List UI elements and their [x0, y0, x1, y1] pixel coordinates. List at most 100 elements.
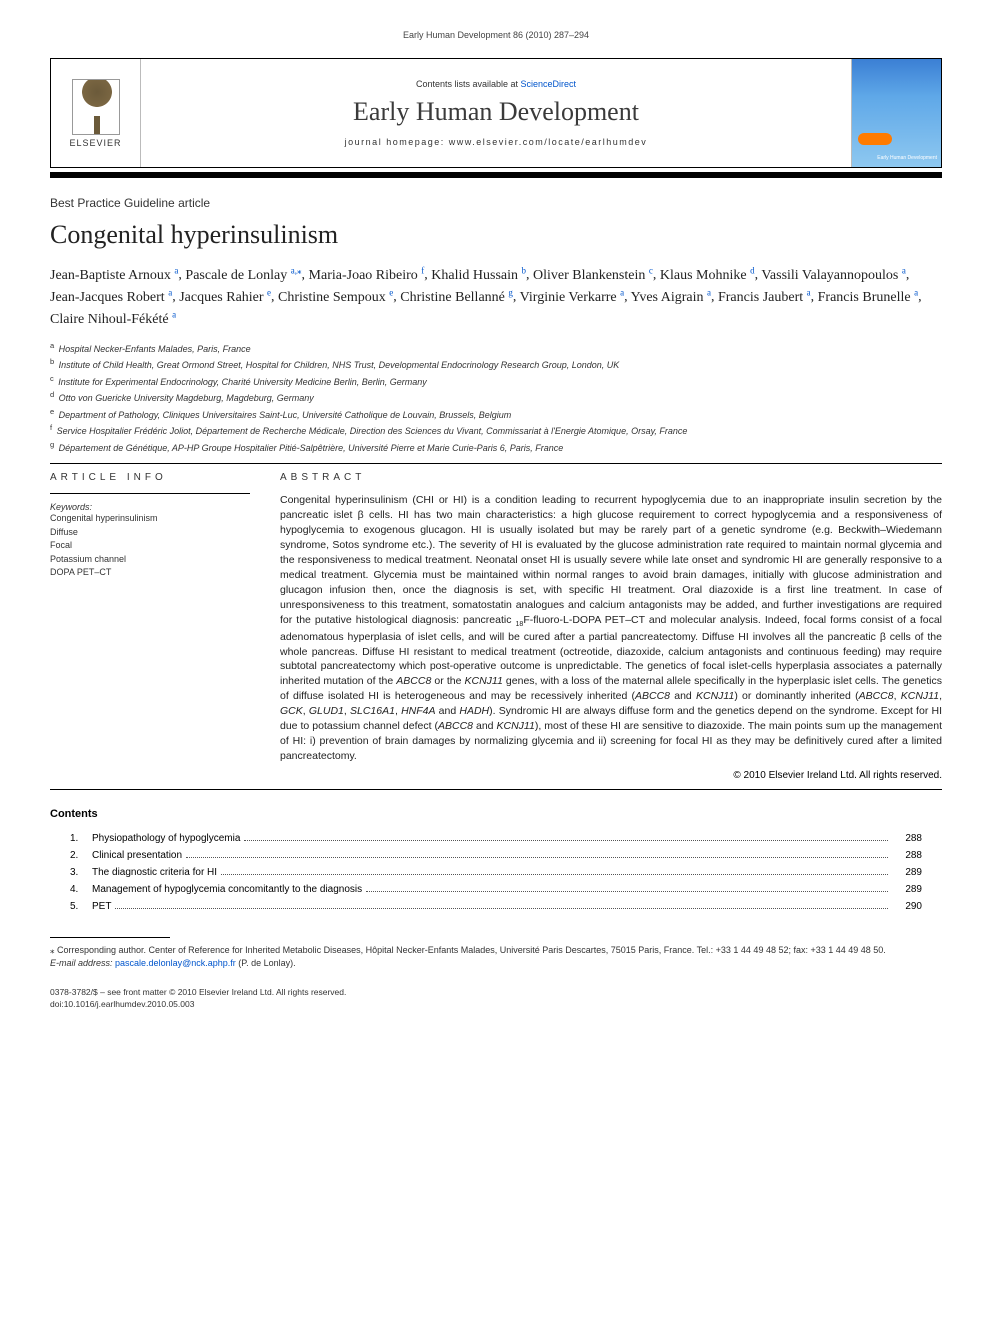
author: Yves Aigrain a	[631, 290, 711, 305]
affiliation-key: a	[50, 341, 54, 350]
keywords-label: Keywords:	[50, 502, 250, 512]
affiliation-key: g	[50, 440, 54, 449]
cover-label: Early Human Development	[856, 155, 937, 161]
keyword: Diffuse	[50, 526, 250, 540]
toc-row[interactable]: 2.Clinical presentation288	[70, 847, 922, 864]
author-affiliation-ref: a	[902, 265, 906, 275]
journal-name: Early Human Development	[353, 97, 639, 127]
toc-title: Clinical presentation	[92, 847, 182, 864]
author-affiliation-ref: f	[421, 265, 424, 275]
author-list: Jean-Baptiste Arnoux a, Pascale de Lonla…	[50, 264, 942, 330]
info-abstract-row: ARTICLE INFO Keywords: Congenital hyperi…	[50, 472, 942, 780]
affiliation: e Department of Pathology, Cliniques Uni…	[50, 406, 942, 423]
contents-available-line: Contents lists available at ScienceDirec…	[416, 79, 576, 89]
affiliation: g Département de Génétique, AP-HP Groupe…	[50, 439, 942, 456]
email-link[interactable]: pascale.delonlay@nck.aphp.fr	[115, 958, 236, 968]
toc-leader-dots	[186, 857, 888, 858]
author: Klaus Mohnike d	[660, 268, 755, 283]
author-affiliation-ref: d	[750, 265, 755, 275]
journal-homepage-line: journal homepage: www.elsevier.com/locat…	[345, 137, 648, 147]
publisher-logo-cell: ELSEVIER	[51, 59, 141, 167]
affiliation-key: d	[50, 390, 54, 399]
gene-name: SLC16A1	[350, 705, 395, 717]
author-affiliation-ref: g	[508, 287, 513, 297]
author: Christine Sempoux e	[278, 290, 393, 305]
article-info-column: ARTICLE INFO Keywords: Congenital hyperi…	[50, 472, 250, 780]
sciencedirect-link[interactable]: ScienceDirect	[521, 79, 577, 89]
toc-number: 2.	[70, 847, 92, 864]
author-affiliation-ref: a	[707, 287, 711, 297]
toc-title: PET	[92, 898, 111, 915]
author: Francis Brunelle a	[818, 290, 918, 305]
affiliation: a Hospital Necker-Enfants Malades, Paris…	[50, 340, 942, 357]
footer-doi: doi:10.1016/j.earlhumdev.2010.05.003	[50, 999, 942, 1011]
gene-name: KCNJ11	[696, 690, 734, 702]
rule-above-abstract	[50, 463, 942, 464]
article-title: Congenital hyperinsulinism	[50, 220, 942, 250]
email-suffix: (P. de Lonlay).	[236, 958, 296, 968]
affiliation-list: a Hospital Necker-Enfants Malades, Paris…	[50, 340, 942, 456]
toc-leader-dots	[366, 891, 888, 892]
toc-page: 289	[892, 881, 922, 898]
gene-name: ABCC8	[396, 675, 431, 687]
header-center: Contents lists available at ScienceDirec…	[141, 59, 851, 167]
footnote-rule	[50, 937, 170, 938]
abstract-subscript: 18	[516, 621, 524, 628]
author: Jacques Rahier e	[179, 290, 271, 305]
author: Francis Jaubert a	[718, 290, 811, 305]
contents-heading: Contents	[50, 808, 942, 820]
toc-row[interactable]: 3.The diagnostic criteria for HI289	[70, 864, 922, 881]
affiliation: c Institute for Experimental Endocrinolo…	[50, 373, 942, 390]
author: Jean-Baptiste Arnoux a	[50, 268, 178, 283]
toc-number: 3.	[70, 864, 92, 881]
author-affiliation-ref: a	[168, 287, 172, 297]
author-affiliation-ref: a	[914, 287, 918, 297]
gene-name: KCNJ11	[497, 720, 535, 732]
abstract-column: ABSTRACT Congenital hyperinsulinism (CHI…	[280, 472, 942, 780]
author-affiliation-ref: e	[389, 287, 393, 297]
thick-rule	[50, 172, 942, 178]
affiliation-key: f	[50, 423, 52, 432]
author-affiliation-ref: e	[267, 287, 271, 297]
abstract-smallcaps: L	[563, 614, 569, 626]
email-label: E-mail address:	[50, 958, 115, 968]
journal-cover-thumbnail: Early Human Development	[851, 59, 941, 167]
author: Vassili Valayannopoulos a	[761, 268, 906, 283]
author-affiliation-ref: c	[649, 265, 653, 275]
author: Khalid Hussain b	[431, 268, 526, 283]
toc-row[interactable]: 5.PET290	[70, 898, 922, 915]
affiliation-key: e	[50, 407, 54, 416]
running-header: Early Human Development 86 (2010) 287–29…	[50, 30, 942, 40]
toc-leader-dots	[244, 840, 888, 841]
keywords-list: Congenital hyperinsulinismDiffuseFocalPo…	[50, 512, 250, 580]
keyword: Congenital hyperinsulinism	[50, 512, 250, 526]
abstract-text: Congenital hyperinsulinism (CHI or HI) i…	[280, 493, 942, 763]
homepage-url: www.elsevier.com/locate/earlhumdev	[449, 137, 648, 147]
author-affiliation-ref: a	[174, 265, 178, 275]
footer-front-matter: 0378-3782/$ – see front matter © 2010 El…	[50, 987, 942, 999]
gene-name: KCNJ11	[901, 690, 939, 702]
affiliation: d Otto von Guericke University Magdeburg…	[50, 389, 942, 406]
toc-row[interactable]: 4.Management of hypoglycemia concomitant…	[70, 881, 922, 898]
elsevier-tree-icon	[72, 79, 120, 135]
toc-row[interactable]: 1.Physiopathology of hypoglycemia288	[70, 830, 922, 847]
table-of-contents: 1.Physiopathology of hypoglycemia2882.Cl…	[50, 830, 942, 915]
affiliation: b Institute of Child Health, Great Ormon…	[50, 356, 942, 373]
gene-name: GCK	[280, 705, 303, 717]
author: Christine Bellanné g	[400, 290, 513, 305]
author: Maria-Joao Ribeiro f	[309, 268, 425, 283]
toc-title: The diagnostic criteria for HI	[92, 864, 217, 881]
gene-name: KCNJ11	[465, 675, 503, 687]
toc-leader-dots	[115, 908, 888, 909]
keyword: Potassium channel	[50, 553, 250, 567]
keyword: Focal	[50, 539, 250, 553]
info-rule	[50, 493, 250, 494]
toc-number: 5.	[70, 898, 92, 915]
author-affiliation-ref: a	[172, 309, 176, 319]
affiliation-key: c	[50, 374, 54, 383]
author: Jean-Jacques Robert a	[50, 290, 172, 305]
rule-below-abstract	[50, 789, 942, 790]
article-type: Best Practice Guideline article	[50, 196, 942, 210]
author: Oliver Blankenstein c	[533, 268, 653, 283]
gene-name: ABCC8	[438, 720, 473, 732]
